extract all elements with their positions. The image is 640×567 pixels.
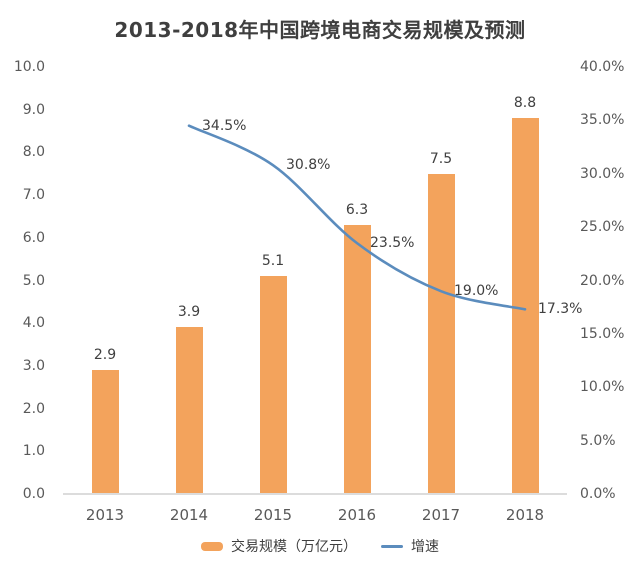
left-axis-tick: 8.0 xyxy=(22,144,45,161)
left-axis-tick: 4.0 xyxy=(22,315,45,332)
growth-value-label: 34.5% xyxy=(202,117,247,134)
growth-value-label: 23.5% xyxy=(370,235,415,252)
growth-value-label: 19.0% xyxy=(454,283,499,300)
left-axis-tick: 6.0 xyxy=(22,229,45,246)
right-axis-tick: 10.0% xyxy=(580,379,625,396)
left-axis-tick: 5.0 xyxy=(22,272,45,289)
right-axis-tick: 0.0% xyxy=(580,486,616,502)
x-axis-label-2016: 2016 xyxy=(337,506,377,524)
legend: 交易规模（万亿元） 增速 xyxy=(0,534,640,558)
left-axis-tick: 7.0 xyxy=(22,187,45,204)
x-axis-label-2015: 2015 xyxy=(253,506,293,524)
x-axis-label-2013: 2013 xyxy=(85,506,125,524)
right-axis-tick: 15.0% xyxy=(580,325,625,342)
right-axis-tick: 20.0% xyxy=(580,272,625,289)
right-axis-tick: 30.0% xyxy=(580,165,625,182)
growth-value-label: 30.8% xyxy=(286,157,331,174)
right-axis-tick: 40.0% xyxy=(580,59,625,75)
bar-2015 xyxy=(259,276,287,494)
bar-value-label: 7.5 xyxy=(429,150,453,167)
left-axis-tick: 9.0 xyxy=(22,101,45,118)
legend-line-swatch xyxy=(381,544,403,548)
bar-value-label: 3.9 xyxy=(177,304,201,321)
right-axis-tick: 25.0% xyxy=(580,219,625,236)
bar-value-label: 2.9 xyxy=(93,347,117,364)
growth-value-label: 17.3% xyxy=(538,301,583,318)
right-axis-tick: 35.0% xyxy=(580,112,625,129)
bar-value-label: 6.3 xyxy=(345,201,369,218)
bar-2016 xyxy=(343,224,371,494)
bar-value-label: 5.1 xyxy=(261,253,285,270)
bar-2013 xyxy=(91,370,119,494)
bar-2014 xyxy=(175,327,203,494)
bar-2017 xyxy=(427,173,455,494)
left-axis-tick: 3.0 xyxy=(22,357,45,374)
left-axis-tick: 0.0 xyxy=(22,486,45,502)
x-axis-label-2018: 2018 xyxy=(505,506,545,524)
left-axis-tick: 1.0 xyxy=(22,443,45,460)
x-axis-line xyxy=(63,493,567,495)
legend-bar-swatch xyxy=(201,541,223,551)
bar-value-label: 8.8 xyxy=(513,95,537,112)
left-axis-tick: 10.0 xyxy=(13,59,45,75)
legend-line-label: 增速 xyxy=(411,539,439,555)
chart-title: 2013-2018年中国跨境电商交易规模及预测 xyxy=(114,18,526,42)
right-axis-tick: 5.0% xyxy=(580,432,616,449)
bar-2018 xyxy=(511,118,539,494)
x-axis-label-2014: 2014 xyxy=(169,506,209,524)
x-axis-label-2017: 2017 xyxy=(421,506,461,524)
left-axis-tick: 2.0 xyxy=(22,400,45,417)
legend-bar-label: 交易规模（万亿元） xyxy=(231,539,357,555)
